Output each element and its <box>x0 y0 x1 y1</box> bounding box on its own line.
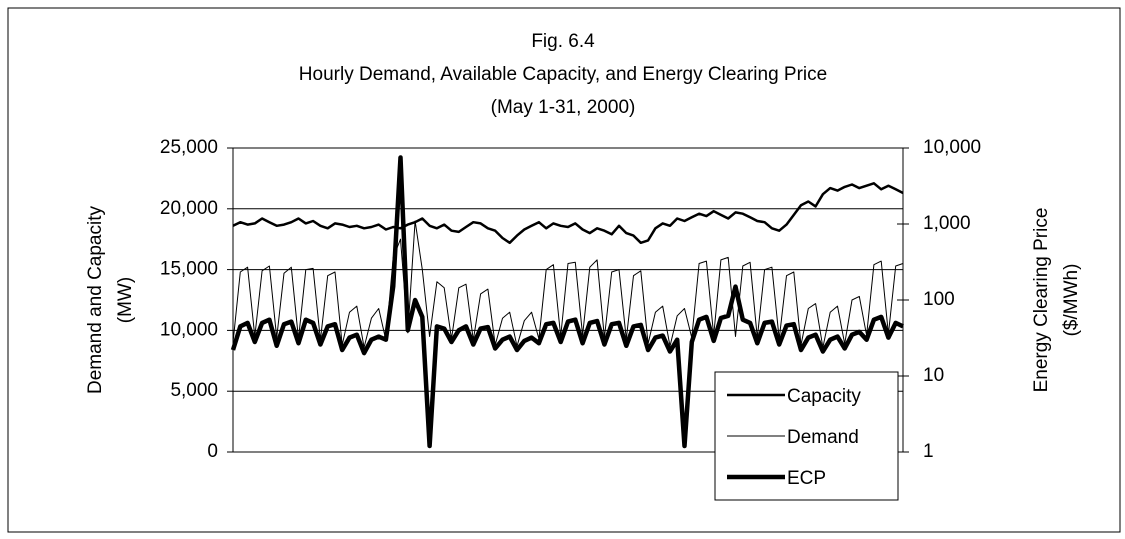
y-tick-label: 20,000 <box>160 198 218 219</box>
chart-title: Hourly Demand, Available Capacity, and E… <box>299 64 827 85</box>
series-line <box>232 220 904 348</box>
chart-title: Fig. 6.4 <box>531 31 595 52</box>
y2-tick-label: 10 <box>923 365 944 386</box>
y-axis-label: (MW) <box>115 277 136 323</box>
y2-axis-label: ($/MWh) <box>1061 264 1082 337</box>
y-tick-label: 15,000 <box>160 259 218 280</box>
y-tick-label: 25,000 <box>160 137 218 158</box>
series-line <box>230 155 904 449</box>
legend-label: ECP <box>787 468 826 489</box>
y2-tick-label: 10,000 <box>923 137 981 158</box>
y-tick-label: 0 <box>207 441 218 462</box>
series-line <box>232 182 904 245</box>
chart-title: (May 1-31, 2000) <box>491 97 636 118</box>
y2-tick-label: 1,000 <box>923 213 971 234</box>
y-axis-label: Demand and Capacity <box>85 206 106 394</box>
legend-label: Demand <box>787 427 859 448</box>
y2-axis-label: Energy Clearing Price <box>1031 208 1052 393</box>
y2-tick-label: 100 <box>923 289 955 310</box>
y-tick-label: 5,000 <box>170 380 218 401</box>
y2-tick-label: 1 <box>923 441 934 462</box>
y-tick-label: 10,000 <box>160 319 218 340</box>
legend-label: Capacity <box>787 386 861 407</box>
